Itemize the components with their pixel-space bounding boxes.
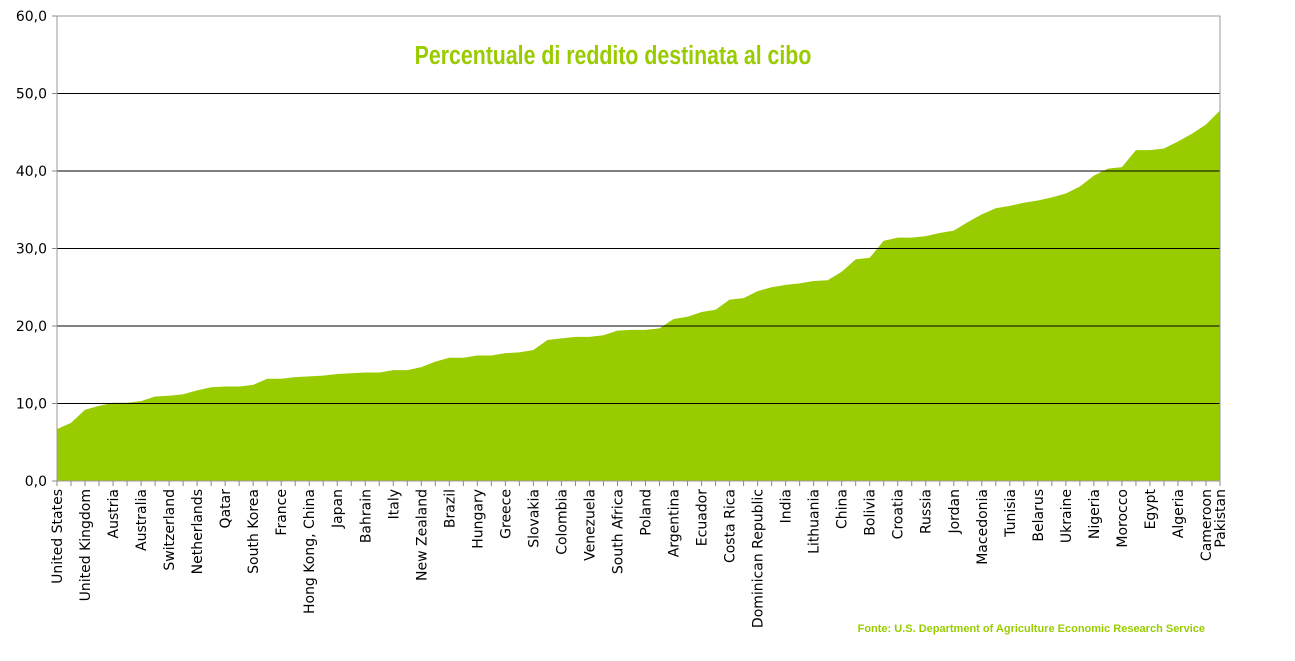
source-note: Fonte: U.S. Department of Agriculture Ec… [858,623,1205,635]
plot-border [56,15,1221,482]
x-tick-label: Nigeria [1087,489,1103,539]
x-tick-label: Bahrain [358,489,374,543]
x-tick-label: India [779,489,795,523]
x-tick-label: Cameroon [1199,489,1215,561]
x-tick-label: Switzerland [162,489,178,571]
x-tick-label: Colombia [554,489,570,555]
x-tick-label: Morocco [1115,489,1131,548]
x-tick-label: Argentina [667,489,683,557]
chart-title: Percentuale di reddito destinata al cibo [415,41,812,71]
y-tick-label: 0,0 [25,474,47,490]
x-tick-label: South Korea [246,489,262,574]
y-tick-label: 10,0 [16,397,47,413]
x-tick-label: Lithuania [807,489,823,554]
x-tick-label: Costa Rica [723,489,739,563]
x-tick-label: Qatar [218,489,234,529]
x-tick-label: Australia [134,489,150,551]
y-tick-label: 50,0 [16,87,47,103]
y-tick-label: 60,0 [16,9,47,25]
x-tick-label: Austria [106,489,122,538]
x-tick-label: Algeria [1171,489,1187,538]
x-tick-label: France [274,489,290,536]
x-tick-label: Italy [386,489,402,519]
x-tick-label: New Zealand [414,489,430,581]
x-tick-label: Bolivia [863,489,879,536]
x-tick-label: Netherlands [190,489,206,574]
x-tick-label: Brazil [442,489,458,528]
x-tick-label: South Africa [610,489,626,574]
x-tick-label: Pakistan [1213,489,1229,548]
x-tick-label: Japan [330,489,346,529]
x-tick-label: Hungary [470,489,486,549]
y-tick-label: 20,0 [16,319,47,335]
x-tick-label: Egypt [1143,489,1159,530]
y-tick-label: 30,0 [16,242,47,258]
x-tick-label: Poland [639,489,655,536]
x-tick-label: Macedonia [975,489,991,565]
area [57,110,1220,482]
x-tick-label: Ecuador [695,489,711,546]
x-tick-label: China [835,489,851,529]
x-tick-label: Dominican Republic [751,489,767,628]
x-tick-label: Tunisia [1003,489,1019,538]
x-tick-label: Greece [498,489,514,539]
x-tick-label: United States [50,489,66,584]
y-tick-label: 40,0 [16,164,47,180]
x-tick-label: Venezuela [582,489,598,561]
x-tick-label: Croatia [891,489,907,539]
x-tick-label: Slovakia [526,489,542,548]
x-tick-label: Ukraine [1059,489,1075,543]
x-tick-label: Jordan [947,489,963,535]
x-tick-label: Russia [919,489,935,534]
x-tick-label: United Kingdom [78,489,94,601]
x-tick-label: Belarus [1031,489,1047,542]
x-tick-label: Hong Kong, China [302,489,318,614]
